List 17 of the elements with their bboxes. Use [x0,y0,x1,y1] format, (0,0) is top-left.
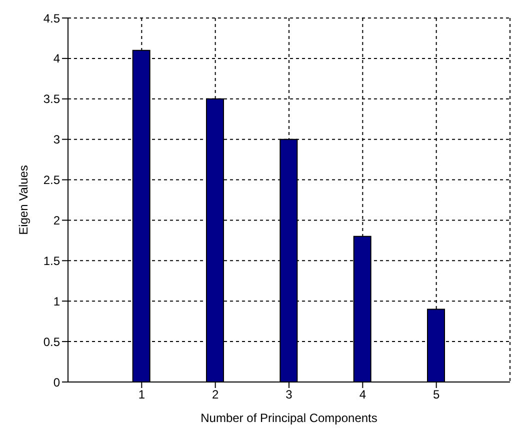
y-tick-label: 4.5 [43,11,60,26]
x-tick-label: 3 [286,388,293,402]
x-tick-label: 1 [138,388,146,402]
x-tick-label: 5 [432,388,440,402]
y-tick-label: 4 [53,52,60,66]
y-tick-label: 2.5 [43,173,60,188]
y-tick-label: 3.5 [43,92,60,106]
y-tick-label: 1.5 [43,254,60,268]
y-tick-label: 1 [53,294,60,308]
y-tick-label: 0.5 [43,334,60,349]
y-tick-label: 2 [53,213,60,228]
y-tick-label: 0 [53,375,60,390]
y-tick-label: 3 [53,132,60,147]
x-tick-label: 2 [212,388,219,402]
x-tick-label: 4 [359,388,366,402]
y-axis-title: Eigen Values [16,165,30,235]
x-axis-title: Number of Principal Components [200,411,378,425]
